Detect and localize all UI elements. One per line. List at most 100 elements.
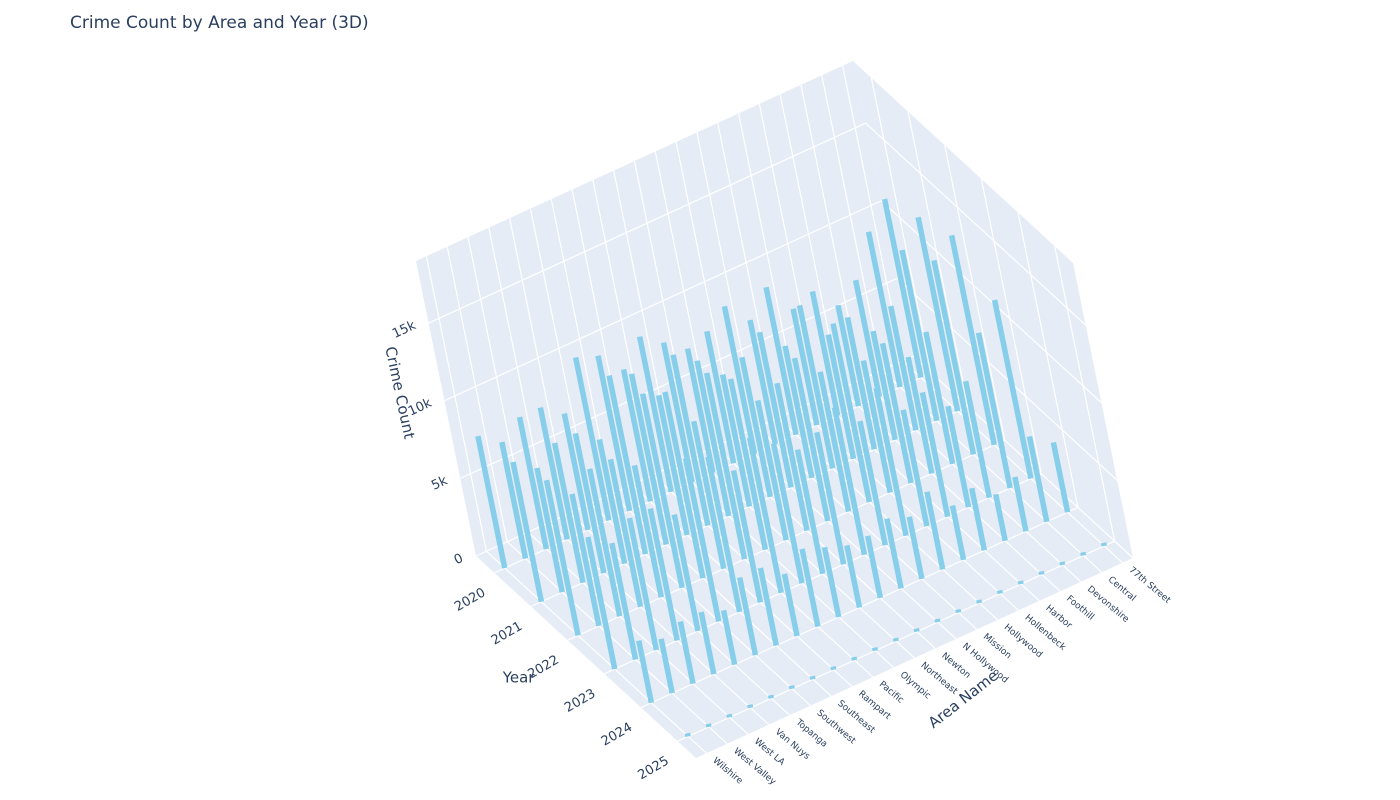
bar-mission-2024[interactable] <box>906 516 925 580</box>
bar-west-la-2024[interactable] <box>677 621 696 685</box>
bar-n-hollywood-2021[interactable] <box>756 331 794 489</box>
bar-southeast-2022[interactable] <box>662 391 706 579</box>
bar-newton-2022[interactable] <box>774 382 810 532</box>
bar-mission-2023[interactable] <box>857 420 888 546</box>
bar-hollenbeck-2023[interactable] <box>900 409 930 527</box>
bar-newton-2020[interactable] <box>704 330 737 464</box>
bar-rampart-2021[interactable] <box>655 394 690 536</box>
bar-pacific-2020[interactable] <box>636 336 674 493</box>
bar-foothill-2021[interactable] <box>870 330 898 441</box>
bar-pacific-2021[interactable] <box>670 354 711 527</box>
bar-wilshire-2025[interactable] <box>684 732 691 737</box>
bar-n-hollywood-2025[interactable] <box>934 618 941 623</box>
bar-central-2022[interactable] <box>931 259 977 456</box>
bar-west-la-2023[interactable] <box>626 517 660 651</box>
bar-central-2024[interactable] <box>1026 435 1050 523</box>
bar-77th-street-2025[interactable] <box>1100 542 1107 547</box>
bar-hollenbeck-2021[interactable] <box>825 334 857 460</box>
bar-northeast-2023[interactable] <box>794 449 826 575</box>
bar-n-hollywood-2023[interactable] <box>831 406 868 556</box>
bar-mission-2022[interactable] <box>817 371 852 513</box>
bar-northeast-2025[interactable] <box>892 637 899 642</box>
bar-hollenbeck-2024[interactable] <box>949 504 967 561</box>
bar-harbor-2023[interactable] <box>919 391 951 518</box>
bar-southeast-2025[interactable] <box>809 675 816 680</box>
bar-central-2025[interactable] <box>1080 551 1087 557</box>
bar-foothill-2024[interactable] <box>992 493 1008 542</box>
bar-northeast-2020[interactable] <box>684 348 716 474</box>
bar-van-nuys-2020[interactable] <box>537 406 570 541</box>
bar-central-2023[interactable] <box>975 332 1013 489</box>
bar-77th-street-2020[interactable] <box>881 198 924 379</box>
bar-hollywood-2022[interactable] <box>830 322 873 503</box>
bar-southwest-2020[interactable] <box>572 356 612 522</box>
bar-west-la-2020[interactable] <box>516 416 550 550</box>
bar-devonshire-2022[interactable] <box>923 331 956 465</box>
bar-harbor-2025[interactable] <box>1017 580 1024 585</box>
bar-van-nuys-2022[interactable] <box>607 458 644 608</box>
bar-devonshire-2021[interactable] <box>888 305 919 431</box>
bar-west-la-2025[interactable] <box>726 713 733 718</box>
bar-newton-2025[interactable] <box>913 627 920 633</box>
bar-foothill-2023[interactable] <box>945 405 972 508</box>
bar-topanga-2022[interactable] <box>631 464 665 598</box>
bar-devonshire-2025[interactable] <box>1059 561 1066 566</box>
bar-devonshire-2020[interactable] <box>852 279 883 398</box>
bar-n-hollywood-2020[interactable] <box>721 305 758 455</box>
bar-van-nuys-2021[interactable] <box>572 432 607 574</box>
bar-harbor-2022[interactable] <box>879 342 914 484</box>
bar-northeast-2024[interactable] <box>844 544 863 609</box>
bar-northeast-2021[interactable] <box>719 373 753 508</box>
bar-wilshire-2024[interactable] <box>636 640 655 704</box>
bar-newton-2023[interactable] <box>814 431 847 565</box>
bar-rampart-2020[interactable] <box>620 368 654 502</box>
bar-west-valley-2020[interactable] <box>499 441 529 560</box>
bar-southeast-2020[interactable] <box>595 355 633 512</box>
bar-rampart-2025[interactable] <box>830 666 837 671</box>
bar-pacific-2023[interactable] <box>746 437 784 594</box>
bar-west-valley-2022[interactable] <box>569 493 602 627</box>
bar-topanga-2024[interactable] <box>720 609 738 666</box>
bar-hollenbeck-2020[interactable] <box>790 308 820 426</box>
bar-van-nuys-2023[interactable] <box>647 507 680 642</box>
bar-olympic-2021[interactable] <box>694 360 732 517</box>
bar-newton-2024[interactable] <box>864 535 884 599</box>
bar-hollywood-2025[interactable] <box>976 599 983 604</box>
bar-n-hollywood-2022[interactable] <box>791 357 831 522</box>
bar-harbor-2020[interactable] <box>809 290 841 417</box>
bar-hollywood-2023[interactable] <box>873 387 909 537</box>
bar-mission-2021[interactable] <box>782 345 815 479</box>
bar-olympic-2023[interactable] <box>770 443 805 584</box>
bar-west-la-2021[interactable] <box>551 442 586 584</box>
bar-southwest-2023[interactable] <box>682 457 722 623</box>
bar-pacific-2024[interactable] <box>799 548 821 628</box>
bar-hollenbeck-2025[interactable] <box>996 589 1003 595</box>
bar-wilshire-2023[interactable] <box>585 536 618 670</box>
bar-southwest-2025[interactable] <box>788 685 795 690</box>
bar-wilshire-2020[interactable] <box>475 435 508 569</box>
bar-olympic-2022[interactable] <box>727 378 769 551</box>
bar-northeast-2022[interactable] <box>755 399 789 541</box>
bar-hollywood-2020[interactable] <box>763 286 799 436</box>
bar-topanga-2023[interactable] <box>671 513 701 632</box>
bar-hollywood-2021[interactable] <box>796 304 836 469</box>
bar-west-la-2022[interactable] <box>586 468 623 617</box>
bar-harbor-2021[interactable] <box>844 316 878 450</box>
bar-central-2020[interactable] <box>865 231 903 388</box>
bar-west-valley-2024[interactable] <box>658 638 675 694</box>
bar-mission-2025[interactable] <box>955 608 962 614</box>
bar-rampart-2023[interactable] <box>730 469 764 603</box>
bar-southwest-2022[interactable] <box>639 393 685 589</box>
bar-southeast-2023[interactable] <box>705 456 743 613</box>
bar-southeast-2024[interactable] <box>757 567 779 647</box>
bar-hollywood-2024[interactable] <box>924 491 946 570</box>
bar-77th-street-2023[interactable] <box>991 299 1034 480</box>
bar-harbor-2024[interactable] <box>969 487 988 551</box>
bar-devonshire-2024[interactable] <box>1012 476 1029 532</box>
bar-hollenbeck-2022[interactable] <box>860 360 893 494</box>
bar-77th-street-2022[interactable] <box>948 234 997 446</box>
bar-southeast-2021[interactable] <box>628 373 669 546</box>
bar-olympic-2025[interactable] <box>872 647 879 652</box>
bar-rampart-2024[interactable] <box>781 573 800 637</box>
